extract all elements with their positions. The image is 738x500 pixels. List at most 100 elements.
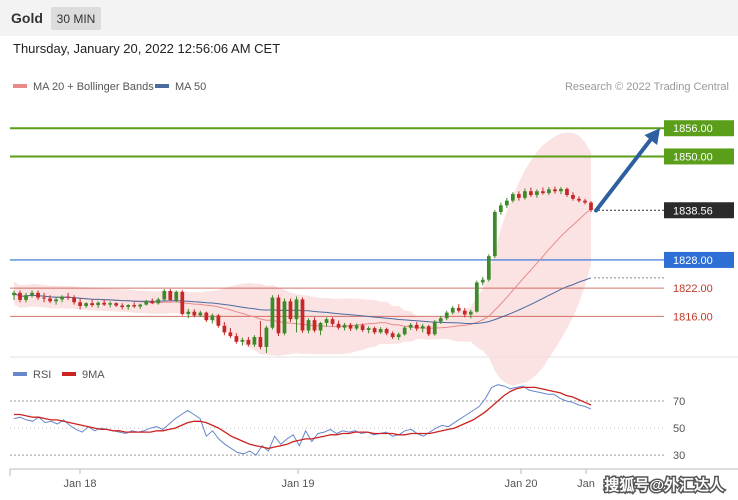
candle-body (312, 320, 317, 331)
candle-body (438, 318, 443, 322)
candle-body (577, 198, 581, 201)
candle-48 (294, 296, 299, 333)
candle-79 (480, 276, 485, 286)
support-label-5: 1816.00 (673, 311, 713, 323)
candle-89 (541, 187, 545, 195)
candle-63 (384, 327, 389, 336)
candle-86 (523, 188, 527, 200)
candle-body (480, 279, 485, 283)
resistance-tag-2 (664, 148, 734, 165)
candle-body (276, 297, 281, 334)
candle-58 (354, 323, 359, 331)
candle-body (282, 301, 287, 334)
candle-3 (24, 292, 28, 303)
timeframe-label: 30 MIN (57, 12, 96, 26)
candle-body (222, 325, 227, 333)
rsi-legend-swatch (13, 372, 27, 376)
candle-29 (180, 290, 185, 316)
candle-body (174, 291, 179, 300)
candle-body (450, 307, 455, 313)
candle-body (432, 321, 437, 335)
candle-40 (246, 337, 251, 347)
candle-body (12, 292, 16, 296)
candle-81 (492, 210, 497, 259)
candle-70 (426, 324, 431, 337)
candle-91 (553, 186, 557, 194)
watermark-text: 搜狐号@外汇达人 (604, 476, 725, 494)
9ma-series-line (14, 386, 592, 450)
rsi-tick-70: 70 (673, 396, 685, 408)
candle-60 (366, 326, 371, 334)
candle-body (396, 334, 401, 338)
candle-35 (216, 314, 221, 328)
candle-body (198, 312, 203, 316)
candle-body (384, 329, 389, 334)
candle-75 (456, 304, 461, 313)
candle-body (252, 337, 257, 345)
candle-body (162, 290, 167, 300)
candle-14 (90, 299, 94, 307)
candle-9 (60, 295, 64, 303)
candle-body (390, 333, 395, 338)
candle-body (306, 320, 311, 331)
candle-94 (571, 192, 575, 201)
time-label-1: Jan 18 (63, 478, 96, 490)
candle-body (90, 303, 94, 306)
candle-body (144, 301, 149, 305)
candle-body (240, 339, 245, 342)
resistance-label-1: 1856.00 (673, 123, 713, 135)
candle-body (523, 191, 527, 198)
candle-15 (96, 301, 101, 308)
candle-body (336, 323, 341, 328)
candle-body (504, 200, 509, 206)
candle-69 (420, 323, 425, 333)
candle-body (541, 191, 545, 194)
candle-body (108, 303, 113, 305)
candle-body (492, 211, 497, 257)
candle-body (535, 191, 539, 196)
candle-body (420, 326, 425, 329)
candle-body (42, 297, 46, 299)
candle-body (547, 189, 551, 194)
timeframe-badge[interactable] (51, 7, 101, 30)
ma50-legend-label: MA 50 (175, 81, 206, 93)
timestamp: Thursday, January 20, 2022 12:56:06 AM C… (13, 41, 280, 56)
candle-body (216, 315, 221, 326)
ma50-legend-swatch (155, 84, 169, 88)
rsi-tick-30: 30 (673, 450, 685, 462)
candle-body (318, 322, 323, 331)
candle-44 (270, 295, 275, 330)
candle-37 (228, 328, 233, 339)
candle-body (24, 295, 28, 300)
candle-body (120, 305, 125, 307)
resistance-label-2: 1850.00 (673, 151, 713, 163)
candle-95 (577, 196, 581, 203)
candle-59 (360, 323, 365, 332)
candle-body (474, 282, 479, 312)
candle-body (66, 296, 70, 298)
ma9-legend-label: 9MA (82, 369, 105, 381)
candle-10 (66, 292, 70, 300)
candle-65 (396, 332, 401, 340)
candle-36 (222, 322, 227, 336)
candle-body (60, 296, 64, 300)
candle-17 (108, 301, 113, 308)
candle-body (589, 202, 593, 211)
ma20-legend-label: MA 20 + Bollinger Bands (33, 81, 154, 93)
candle-39 (240, 337, 245, 346)
candle-85 (517, 191, 521, 201)
candle-body (234, 336, 239, 342)
candle-body (156, 299, 161, 304)
rsi-tick-50: 50 (673, 423, 685, 435)
candle-body (204, 312, 209, 321)
candle-23 (144, 299, 149, 306)
pivot-tag (664, 251, 734, 268)
candle-96 (583, 198, 587, 205)
candle-5 (36, 290, 40, 300)
candle-body (366, 328, 371, 331)
time-label-2: Jan 19 (281, 478, 314, 490)
candle-13 (84, 302, 88, 308)
candle-97 (589, 201, 593, 212)
candle-body (414, 324, 419, 329)
